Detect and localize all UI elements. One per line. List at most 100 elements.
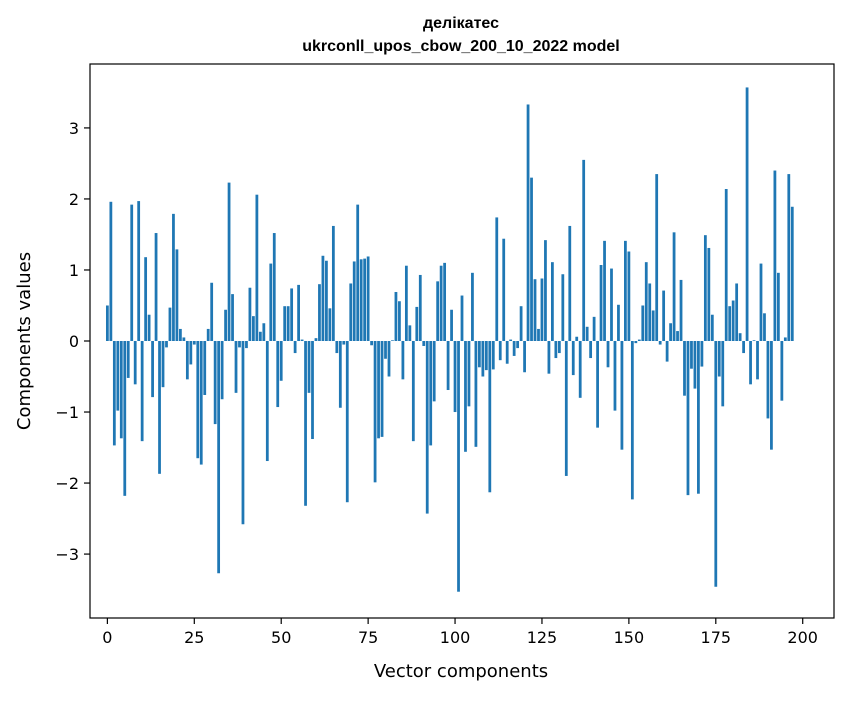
- bar-component-179: [728, 306, 732, 341]
- bar-component-75: [366, 256, 370, 341]
- bar-component-173: [707, 247, 711, 341]
- bar-component-117: [512, 341, 516, 356]
- bar-component-23: [185, 341, 189, 380]
- bar-component-58: [307, 341, 311, 393]
- bar-component-144: [606, 341, 610, 368]
- bar-component-40: [245, 341, 248, 349]
- bar-component-39: [241, 341, 245, 525]
- bar-component-105: [471, 272, 474, 341]
- bar-component-180: [731, 300, 735, 341]
- bar-component-43: [255, 194, 259, 341]
- x-tick-label: 25: [184, 628, 204, 647]
- bar-component-195: [783, 337, 787, 341]
- bar-component-41: [248, 287, 252, 341]
- chart-title-line2: ukrconll_upos_cbow_200_10_2022 model: [302, 38, 619, 55]
- bar-component-151: [630, 341, 634, 500]
- bar-component-24: [189, 341, 193, 365]
- bar-component-70: [349, 283, 353, 341]
- bar-component-66: [335, 341, 339, 354]
- bar-component-55: [297, 284, 300, 341]
- bar-component-154: [641, 305, 645, 341]
- bar-component-16: [161, 341, 165, 388]
- bar-component-140: [592, 316, 596, 341]
- bar-component-8: [133, 341, 137, 385]
- x-tick-label: 150: [614, 628, 645, 647]
- bar-component-188: [759, 263, 763, 341]
- bar-component-46: [265, 341, 269, 462]
- bar-component-4: [119, 341, 123, 439]
- bar-component-14: [154, 233, 158, 341]
- bar-component-123: [533, 279, 537, 341]
- bar-component-127: [547, 341, 551, 374]
- bar-component-192: [773, 170, 777, 341]
- bar-component-155: [644, 262, 648, 341]
- y-axis-ticks: −3 −2 −1 0 1 2 3: [55, 119, 90, 564]
- bar-component-79: [380, 341, 384, 437]
- bar-component-67: [338, 341, 342, 408]
- bar-component-98: [446, 341, 450, 391]
- bar-component-132: [564, 341, 568, 476]
- bar-component-83: [394, 291, 398, 341]
- bar-component-121: [526, 104, 530, 341]
- bar-component-162: [669, 323, 672, 341]
- bar-component-0: [105, 305, 109, 341]
- bar-component-170: [697, 341, 700, 494]
- y-tick-label: −3: [55, 545, 79, 564]
- bar-component-101: [457, 341, 460, 592]
- bar-component-152: [634, 341, 638, 344]
- bar-component-193: [776, 272, 780, 341]
- bar-component-95: [436, 281, 440, 341]
- bar-component-29: [206, 328, 210, 341]
- bar-component-108: [481, 341, 485, 377]
- bar-component-59: [311, 341, 314, 440]
- bar-component-76: [370, 341, 373, 346]
- bar-component-149: [624, 240, 627, 341]
- bar-component-158: [655, 174, 659, 341]
- bar-component-190: [766, 341, 770, 419]
- bar-component-65: [331, 225, 335, 341]
- bar-component-153: [637, 339, 641, 341]
- bar-component-102: [460, 295, 464, 341]
- bar-component-175: [714, 341, 718, 587]
- bar-component-19: [172, 213, 175, 341]
- bar-component-68: [342, 341, 346, 345]
- bar-component-51: [283, 306, 287, 341]
- bar-component-2: [112, 341, 116, 446]
- bar-component-156: [648, 283, 652, 341]
- bar-component-114: [502, 238, 506, 341]
- x-axis-label: Vector components: [374, 661, 548, 682]
- bar-component-57: [304, 341, 307, 506]
- bar-component-34: [224, 309, 227, 341]
- bar-component-73: [359, 259, 363, 341]
- x-tick-label: 175: [701, 628, 732, 647]
- bar-component-72: [356, 204, 360, 341]
- x-tick-label: 75: [358, 628, 378, 647]
- bar-component-146: [613, 341, 617, 411]
- bar-component-110: [488, 341, 492, 493]
- y-tick-label: 0: [69, 332, 79, 351]
- bar-component-1: [109, 201, 113, 341]
- bar-component-194: [780, 341, 784, 401]
- bar-component-25: [192, 341, 196, 345]
- bar-component-166: [683, 341, 686, 396]
- bar-component-20: [175, 249, 179, 341]
- bar-component-145: [610, 268, 613, 341]
- bar-component-3: [116, 341, 120, 411]
- bar-component-122: [530, 177, 533, 341]
- bar-component-196: [787, 174, 791, 341]
- y-tick-label: 1: [69, 261, 79, 280]
- bar-component-168: [690, 341, 693, 369]
- bar-component-33: [220, 341, 224, 400]
- bar-component-7: [130, 204, 134, 341]
- x-tick-label: 125: [527, 628, 558, 647]
- bar-component-90: [418, 274, 422, 341]
- bar-component-71: [352, 261, 356, 341]
- bar-component-11: [144, 257, 148, 341]
- bar-component-27: [199, 341, 203, 465]
- bar-component-141: [596, 341, 599, 428]
- bar-component-113: [498, 341, 502, 361]
- bar-component-185: [749, 341, 752, 385]
- bar-component-183: [742, 341, 745, 354]
- bar-component-150: [627, 251, 631, 341]
- bar-component-142: [599, 265, 603, 341]
